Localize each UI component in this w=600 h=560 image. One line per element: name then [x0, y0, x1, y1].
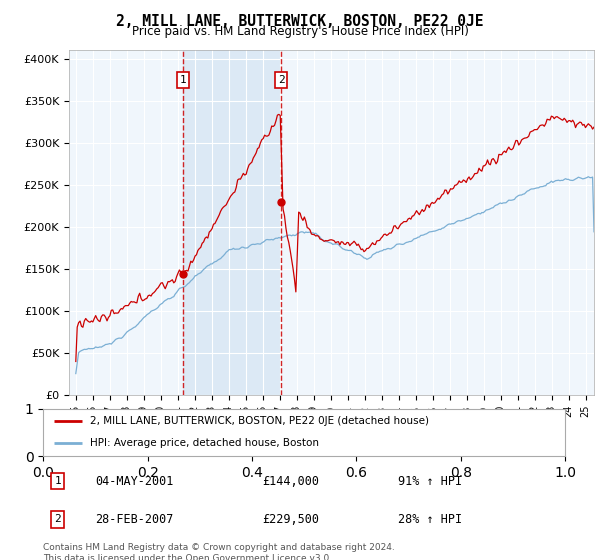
Text: 91% ↑ HPI: 91% ↑ HPI	[398, 475, 462, 488]
Text: 28% ↑ HPI: 28% ↑ HPI	[398, 513, 462, 526]
Text: 2: 2	[278, 75, 284, 85]
Text: HPI: Average price, detached house, Boston: HPI: Average price, detached house, Bost…	[90, 438, 319, 448]
Text: £144,000: £144,000	[262, 475, 319, 488]
Text: Contains HM Land Registry data © Crown copyright and database right 2024.
This d: Contains HM Land Registry data © Crown c…	[43, 543, 395, 560]
Text: 2, MILL LANE, BUTTERWICK, BOSTON, PE22 0JE: 2, MILL LANE, BUTTERWICK, BOSTON, PE22 0…	[116, 14, 484, 29]
Text: 1: 1	[55, 477, 61, 486]
Text: 2, MILL LANE, BUTTERWICK, BOSTON, PE22 0JE (detached house): 2, MILL LANE, BUTTERWICK, BOSTON, PE22 0…	[90, 416, 429, 426]
Text: 1: 1	[180, 75, 187, 85]
Text: Price paid vs. HM Land Registry's House Price Index (HPI): Price paid vs. HM Land Registry's House …	[131, 25, 469, 38]
Text: 04-MAY-2001: 04-MAY-2001	[95, 475, 174, 488]
Bar	[184, 50, 281, 395]
Text: 2: 2	[55, 515, 61, 524]
Text: 28-FEB-2007: 28-FEB-2007	[95, 513, 174, 526]
Text: £229,500: £229,500	[262, 513, 319, 526]
